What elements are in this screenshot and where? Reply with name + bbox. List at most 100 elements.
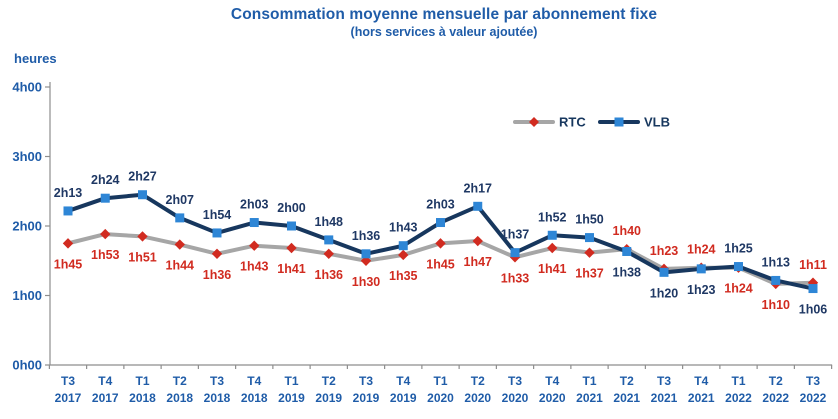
x-axis-label-quarter: T4 <box>694 374 708 388</box>
rtc-data-label: 1h35 <box>389 269 418 283</box>
rtc-data-label: 1h43 <box>240 260 269 274</box>
x-axis-label-quarter: T2 <box>471 374 485 388</box>
vlb-data-label: 2h13 <box>54 186 83 200</box>
x-axis-label-quarter: T2 <box>769 374 783 388</box>
x-axis-label-quarter: T3 <box>210 374 224 388</box>
rtc-data-label: 1h41 <box>277 262 306 276</box>
x-axis-label-quarter: T1 <box>731 374 745 388</box>
vlb-data-label: 1h48 <box>315 215 344 229</box>
data-labels: 1h45 2h13 1h53 2h24 1h51 2h27 1h44 2h07 1h36 1h54… <box>54 170 828 317</box>
rtc-marker <box>100 228 111 240</box>
axes: 0h00 1h00 2h00 3h00 4h00 <box>12 80 833 373</box>
rtc-marker <box>62 238 74 249</box>
rtc-data-label: 1h24 <box>724 282 753 296</box>
x-axis-label-year: 2021 <box>688 391 715 405</box>
vlb-data-label: 2h07 <box>166 193 195 207</box>
rtc-marker <box>137 231 148 242</box>
vlb-data-label: 1h36 <box>352 229 381 243</box>
vlb-marker <box>436 218 445 228</box>
x-axis-label-year: 2017 <box>55 391 82 405</box>
rtc-data-label: 1h53 <box>91 248 120 262</box>
rtc-marker <box>249 240 260 251</box>
x-axis-label-year: 2020 <box>502 391 529 405</box>
x-axis-label-year: 2022 <box>762 391 789 405</box>
vlb-marker <box>696 264 706 274</box>
rtc-data-label: 1h40 <box>613 224 642 238</box>
chart-subtitle: (hors services à valeur ajoutée) <box>350 25 538 39</box>
vlb-marker <box>808 284 818 294</box>
rtc-data-label: 1h36 <box>203 268 232 282</box>
rtc-marker <box>286 242 297 254</box>
x-axis-label-year: 2018 <box>204 391 231 405</box>
vlb-data-label: 1h38 <box>613 265 642 279</box>
rtc-data-label: 1h37 <box>575 267 604 281</box>
vlb-marker <box>324 235 334 245</box>
x-axis-label-year: 2019 <box>353 391 380 405</box>
rtc-marker <box>398 249 409 261</box>
x-axis-label-year: 2018 <box>241 391 268 405</box>
x-axis-label-year: 2019 <box>390 391 417 405</box>
vlb-data-label: 1h13 <box>762 255 791 269</box>
vlb-data-label: 1h37 <box>501 228 530 242</box>
rtc-data-label: 1h45 <box>426 257 455 271</box>
x-axis-label-quarter: T3 <box>508 374 522 388</box>
y-axis-tick-label: 4h00 <box>12 80 42 95</box>
rtc-data-label: 1h24 <box>687 243 716 257</box>
x-axis-label-year: 2019 <box>278 391 305 405</box>
vlb-series <box>63 190 818 294</box>
legend-rtc-marker <box>529 117 539 127</box>
vlb-data-label: 1h23 <box>687 283 716 297</box>
x-axis-label-quarter: T1 <box>582 374 596 388</box>
vlb-data-label: 2h03 <box>240 198 269 212</box>
rtc-data-label: 1h44 <box>166 259 195 273</box>
vlb-marker <box>473 201 483 211</box>
rtc-data-label: 1h36 <box>315 268 344 282</box>
vlb-data-label: 2h00 <box>277 201 306 215</box>
vlb-data-label: 2h03 <box>426 198 455 212</box>
vlb-marker <box>547 230 557 240</box>
x-axis-label-year: 2020 <box>464 391 491 405</box>
vlb-marker <box>659 267 669 277</box>
vlb-marker <box>622 246 632 256</box>
x-axis-label-year: 2022 <box>800 391 827 405</box>
x-axis-label-quarter: T1 <box>135 374 149 388</box>
vlb-data-label: 1h20 <box>650 286 679 300</box>
x-axis-label-quarter: T3 <box>806 374 820 388</box>
rtc-marker <box>547 242 558 254</box>
rtc-data-label: 1h33 <box>501 271 530 285</box>
vlb-data-label: 2h24 <box>91 173 120 187</box>
vlb-marker <box>249 218 259 228</box>
x-axis-label-quarter: T3 <box>61 374 75 388</box>
rtc-marker <box>472 235 483 247</box>
legend: RTC VLB <box>513 115 670 130</box>
vlb-marker <box>771 275 781 285</box>
vlb-marker <box>175 213 185 223</box>
x-axis-label-quarter: T4 <box>396 374 410 388</box>
vlb-data-label: 1h52 <box>538 210 567 224</box>
vlb-data-label: 1h50 <box>575 213 604 227</box>
vlb-marker <box>100 193 110 203</box>
x-axis-label-year: 2020 <box>539 391 566 405</box>
x-axis-label-year: 2021 <box>651 391 678 405</box>
rtc-marker <box>211 248 223 259</box>
x-axis-labels: T3 2017 T4 2017 T1 2018 T2 2018 T3 2018 T4 2018 T1 20… <box>55 374 827 405</box>
x-axis-label-quarter: T3 <box>359 374 373 388</box>
x-axis-label-year: 2018 <box>166 391 193 405</box>
x-axis-label-year: 2020 <box>427 391 454 405</box>
vlb-data-label: 1h43 <box>389 221 418 235</box>
vlb-marker <box>138 190 147 200</box>
x-axis-label-quarter: T1 <box>284 374 298 388</box>
vlb-marker <box>510 248 520 258</box>
rtc-data-label: 1h11 <box>799 258 827 272</box>
rtc-data-label: 1h30 <box>352 275 381 289</box>
vlb-data-label: 2h17 <box>464 181 493 195</box>
x-axis-label-year: 2021 <box>613 391 640 405</box>
rtc-marker <box>584 247 595 258</box>
rtc-marker <box>435 238 446 249</box>
x-axis-label-quarter: T4 <box>98 374 112 388</box>
rtc-data-label: 1h23 <box>650 244 679 258</box>
x-axis-label-quarter: T2 <box>322 374 336 388</box>
x-axis-label-quarter: T1 <box>433 374 447 388</box>
